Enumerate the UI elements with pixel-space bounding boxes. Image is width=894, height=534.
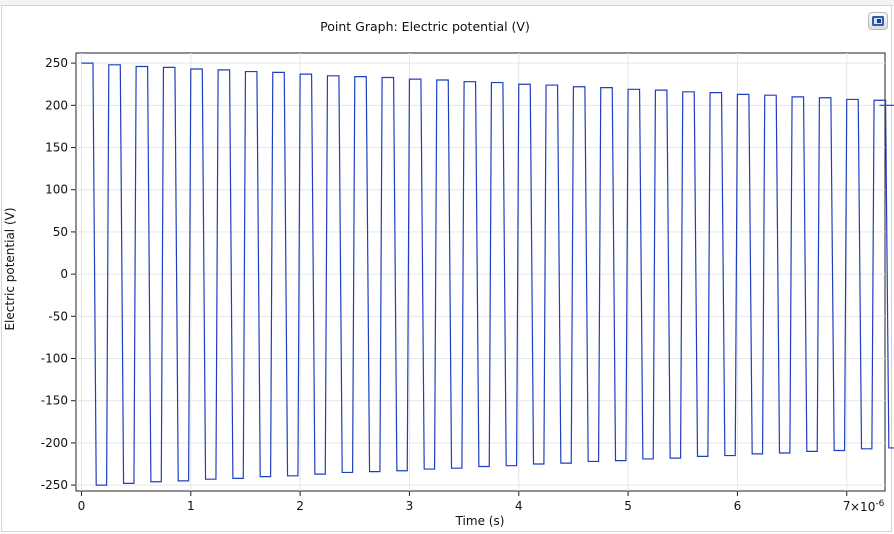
x-ticks: 0 1 2 3 4 5 6 7 — [78, 491, 851, 513]
x-tick-label: 0 — [78, 499, 86, 513]
series-group — [81, 62, 894, 486]
plot-window-button[interactable] — [868, 12, 888, 30]
chart-title: Point Graph: Electric potential (V) — [320, 19, 530, 34]
y-tick-label: 50 — [53, 225, 68, 239]
plot-area-frame — [75, 52, 886, 492]
x-tick-label: 5 — [624, 499, 632, 513]
y-tick-label: 0 — [60, 267, 68, 281]
plot-window-icon — [872, 16, 884, 26]
series-line — [81, 62, 894, 486]
y-tick-label: 150 — [45, 141, 68, 155]
y-ticks: 250 200 150 100 50 0 -50 -100 -150 -200 -250 — [41, 56, 76, 492]
x-tick-label: 7 — [843, 499, 851, 513]
y-tick-label: -250 — [41, 478, 68, 492]
x-multiplier-exponent: -6 — [875, 499, 884, 509]
y-tick-label: 200 — [45, 98, 68, 112]
y-tick-label: 250 — [45, 56, 68, 70]
y-tick-label: -100 — [41, 352, 68, 366]
x-tick-label: 1 — [187, 499, 195, 513]
y-tick-label: -150 — [41, 394, 68, 408]
y-tick-label: -50 — [48, 309, 68, 323]
x-tick-label: 6 — [734, 499, 742, 513]
x-axis-label: Time (s) — [455, 514, 505, 528]
x-multiplier-label: ×10-6 — [850, 499, 885, 514]
x-tick-label: 2 — [296, 499, 304, 513]
x-tick-label: 3 — [406, 499, 414, 513]
x-tick-label: 4 — [515, 499, 523, 513]
y-tick-label: 100 — [45, 183, 68, 197]
y-tick-label: -200 — [41, 436, 68, 450]
x-multiplier-base: ×10 — [850, 500, 875, 514]
